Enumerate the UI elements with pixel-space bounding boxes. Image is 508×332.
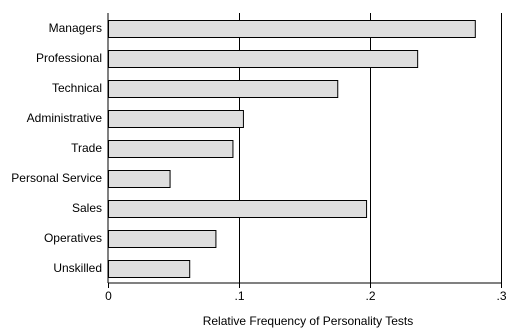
x-tick-label-2: .2 <box>365 289 375 303</box>
category-label-operatives: Operatives <box>44 231 102 245</box>
bar-technical <box>108 80 339 98</box>
category-label-trade: Trade <box>71 141 102 155</box>
category-label-personal-service: Personal Service <box>11 171 102 185</box>
bar-administrative <box>108 110 244 128</box>
bar-managers <box>108 20 476 38</box>
category-label-sales: Sales <box>72 201 102 215</box>
bar-professional <box>108 50 419 68</box>
category-label-unskilled: Unskilled <box>53 261 102 275</box>
category-labels: Managers Professional Technical Administrat… <box>11 21 102 275</box>
bar-unskilled <box>108 260 191 278</box>
x-axis-title: Relative Frequency of Personality Tests <box>203 314 414 328</box>
bar-personal-service <box>108 170 171 188</box>
bars <box>108 20 476 278</box>
x-tick-label-3: .3 <box>496 289 506 303</box>
x-axis-ticks: 0 .1 .2 .3 <box>105 283 507 303</box>
bar-trade <box>108 140 234 158</box>
category-label-managers: Managers <box>49 21 102 35</box>
category-label-professional: Professional <box>36 51 102 65</box>
category-label-administrative: Administrative <box>27 111 103 125</box>
bar-sales <box>108 200 368 218</box>
category-label-technical: Technical <box>52 81 102 95</box>
x-tick-label-1: .1 <box>234 289 244 303</box>
bar-operatives <box>108 230 217 248</box>
x-tick-label-0: 0 <box>105 289 112 303</box>
